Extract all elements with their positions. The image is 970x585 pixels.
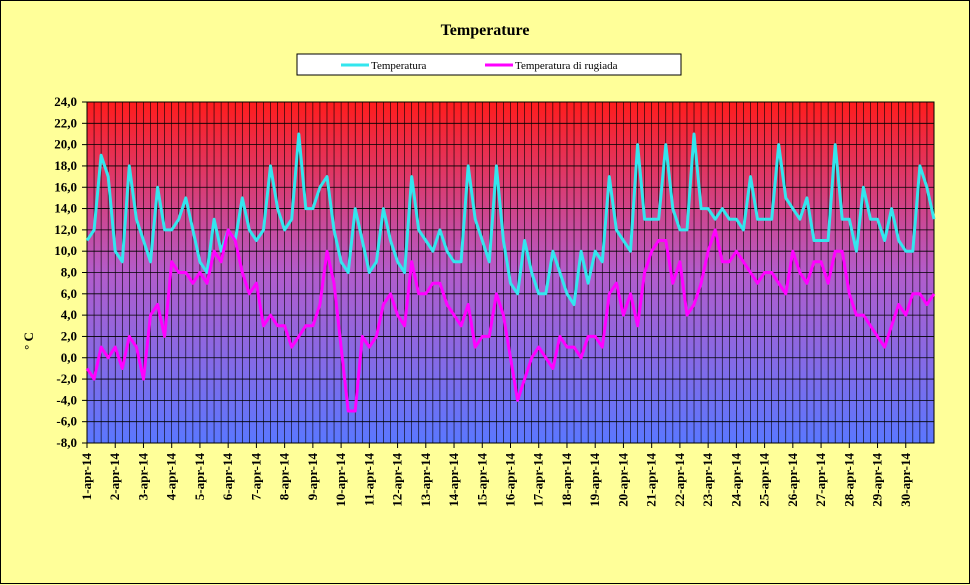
legend-label-temperatura: Temperatura [371,60,427,72]
x-tick-label: 15-apr-14 [474,453,489,507]
y-tick-label: 14,0 [54,201,77,216]
y-tick-label: 8,0 [61,265,77,280]
x-tick-label: 26-apr-14 [785,453,800,507]
y-tick-label: 4,0 [61,307,77,322]
x-tick-label: 13-apr-14 [418,453,433,507]
x-tick-label: 22-apr-14 [672,453,687,507]
x-tick-label: 27-apr-14 [813,453,828,507]
y-tick-label: 20,0 [54,137,77,152]
x-tick-label: 25-apr-14 [757,453,772,507]
x-tick-label: 2-apr-14 [107,453,122,501]
y-tick-label: -8,0 [56,435,77,450]
x-tick-label: 18-apr-14 [559,453,574,507]
x-tick-label: 24-apr-14 [728,453,743,507]
y-tick-label: 22,0 [54,115,77,130]
x-tick-label: 16-apr-14 [503,453,518,507]
x-tick-label: 23-apr-14 [700,453,715,507]
x-tick-label: 30-apr-14 [898,453,913,507]
y-tick-label: 16,0 [54,179,77,194]
x-tick-label: 14-apr-14 [446,453,461,507]
y-tick-label: -4,0 [56,392,77,407]
x-tick-label: 28-apr-14 [841,453,856,507]
x-tick-label: 5-apr-14 [192,453,207,501]
x-tick-label: 4-apr-14 [164,453,179,501]
legend-label-rugiada: Temperatura di rugiada [515,60,618,72]
x-tick-label: 10-apr-14 [333,453,348,507]
x-tick-label: 11-apr-14 [361,453,376,506]
y-tick-label: -6,0 [56,414,77,429]
x-tick-label: 20-apr-14 [615,453,630,507]
x-tick-label: 9-apr-14 [305,453,320,501]
x-tick-label: 6-apr-14 [220,453,235,501]
y-axis-label: ° C [21,332,36,350]
y-tick-label: 24,0 [54,94,77,109]
y-tick-label: 0,0 [61,350,77,365]
y-tick-label: 18,0 [54,158,77,173]
x-tick-label: 12-apr-14 [390,453,405,507]
x-tick-label: 8-apr-14 [277,453,292,501]
x-tick-label: 3-apr-14 [135,453,150,501]
x-tick-label: 21-apr-14 [644,453,659,507]
chart-title: Temperature [441,22,530,39]
y-tick-label: 6,0 [61,286,77,301]
x-tick-label: 1-apr-14 [79,453,94,501]
y-tick-label: -2,0 [56,371,77,386]
grid [86,101,935,444]
x-tick-label: 7-apr-14 [248,453,263,501]
x-tick-label: 29-apr-14 [870,453,885,507]
x-tick-label: 19-apr-14 [587,453,602,507]
legend: Temperatura Temperatura di rugiada [296,53,682,76]
y-axis-ticks: 24,0 22,0 20,0 18,0 16,0 14,0 12,0 10,0 8,0 6,0 4,… [54,94,87,450]
y-tick-label: 2,0 [61,328,77,343]
x-tick-label: 17-apr-14 [531,453,546,507]
y-tick-label: 10,0 [54,243,77,258]
y-tick-label: 12,0 [54,222,77,237]
x-axis-ticks: 1-apr-14 2-apr-14 3-apr-14 4-apr-14 5-apr-14… [79,443,913,507]
series-layer [85,132,936,413]
series-line-rugiada [85,228,936,413]
